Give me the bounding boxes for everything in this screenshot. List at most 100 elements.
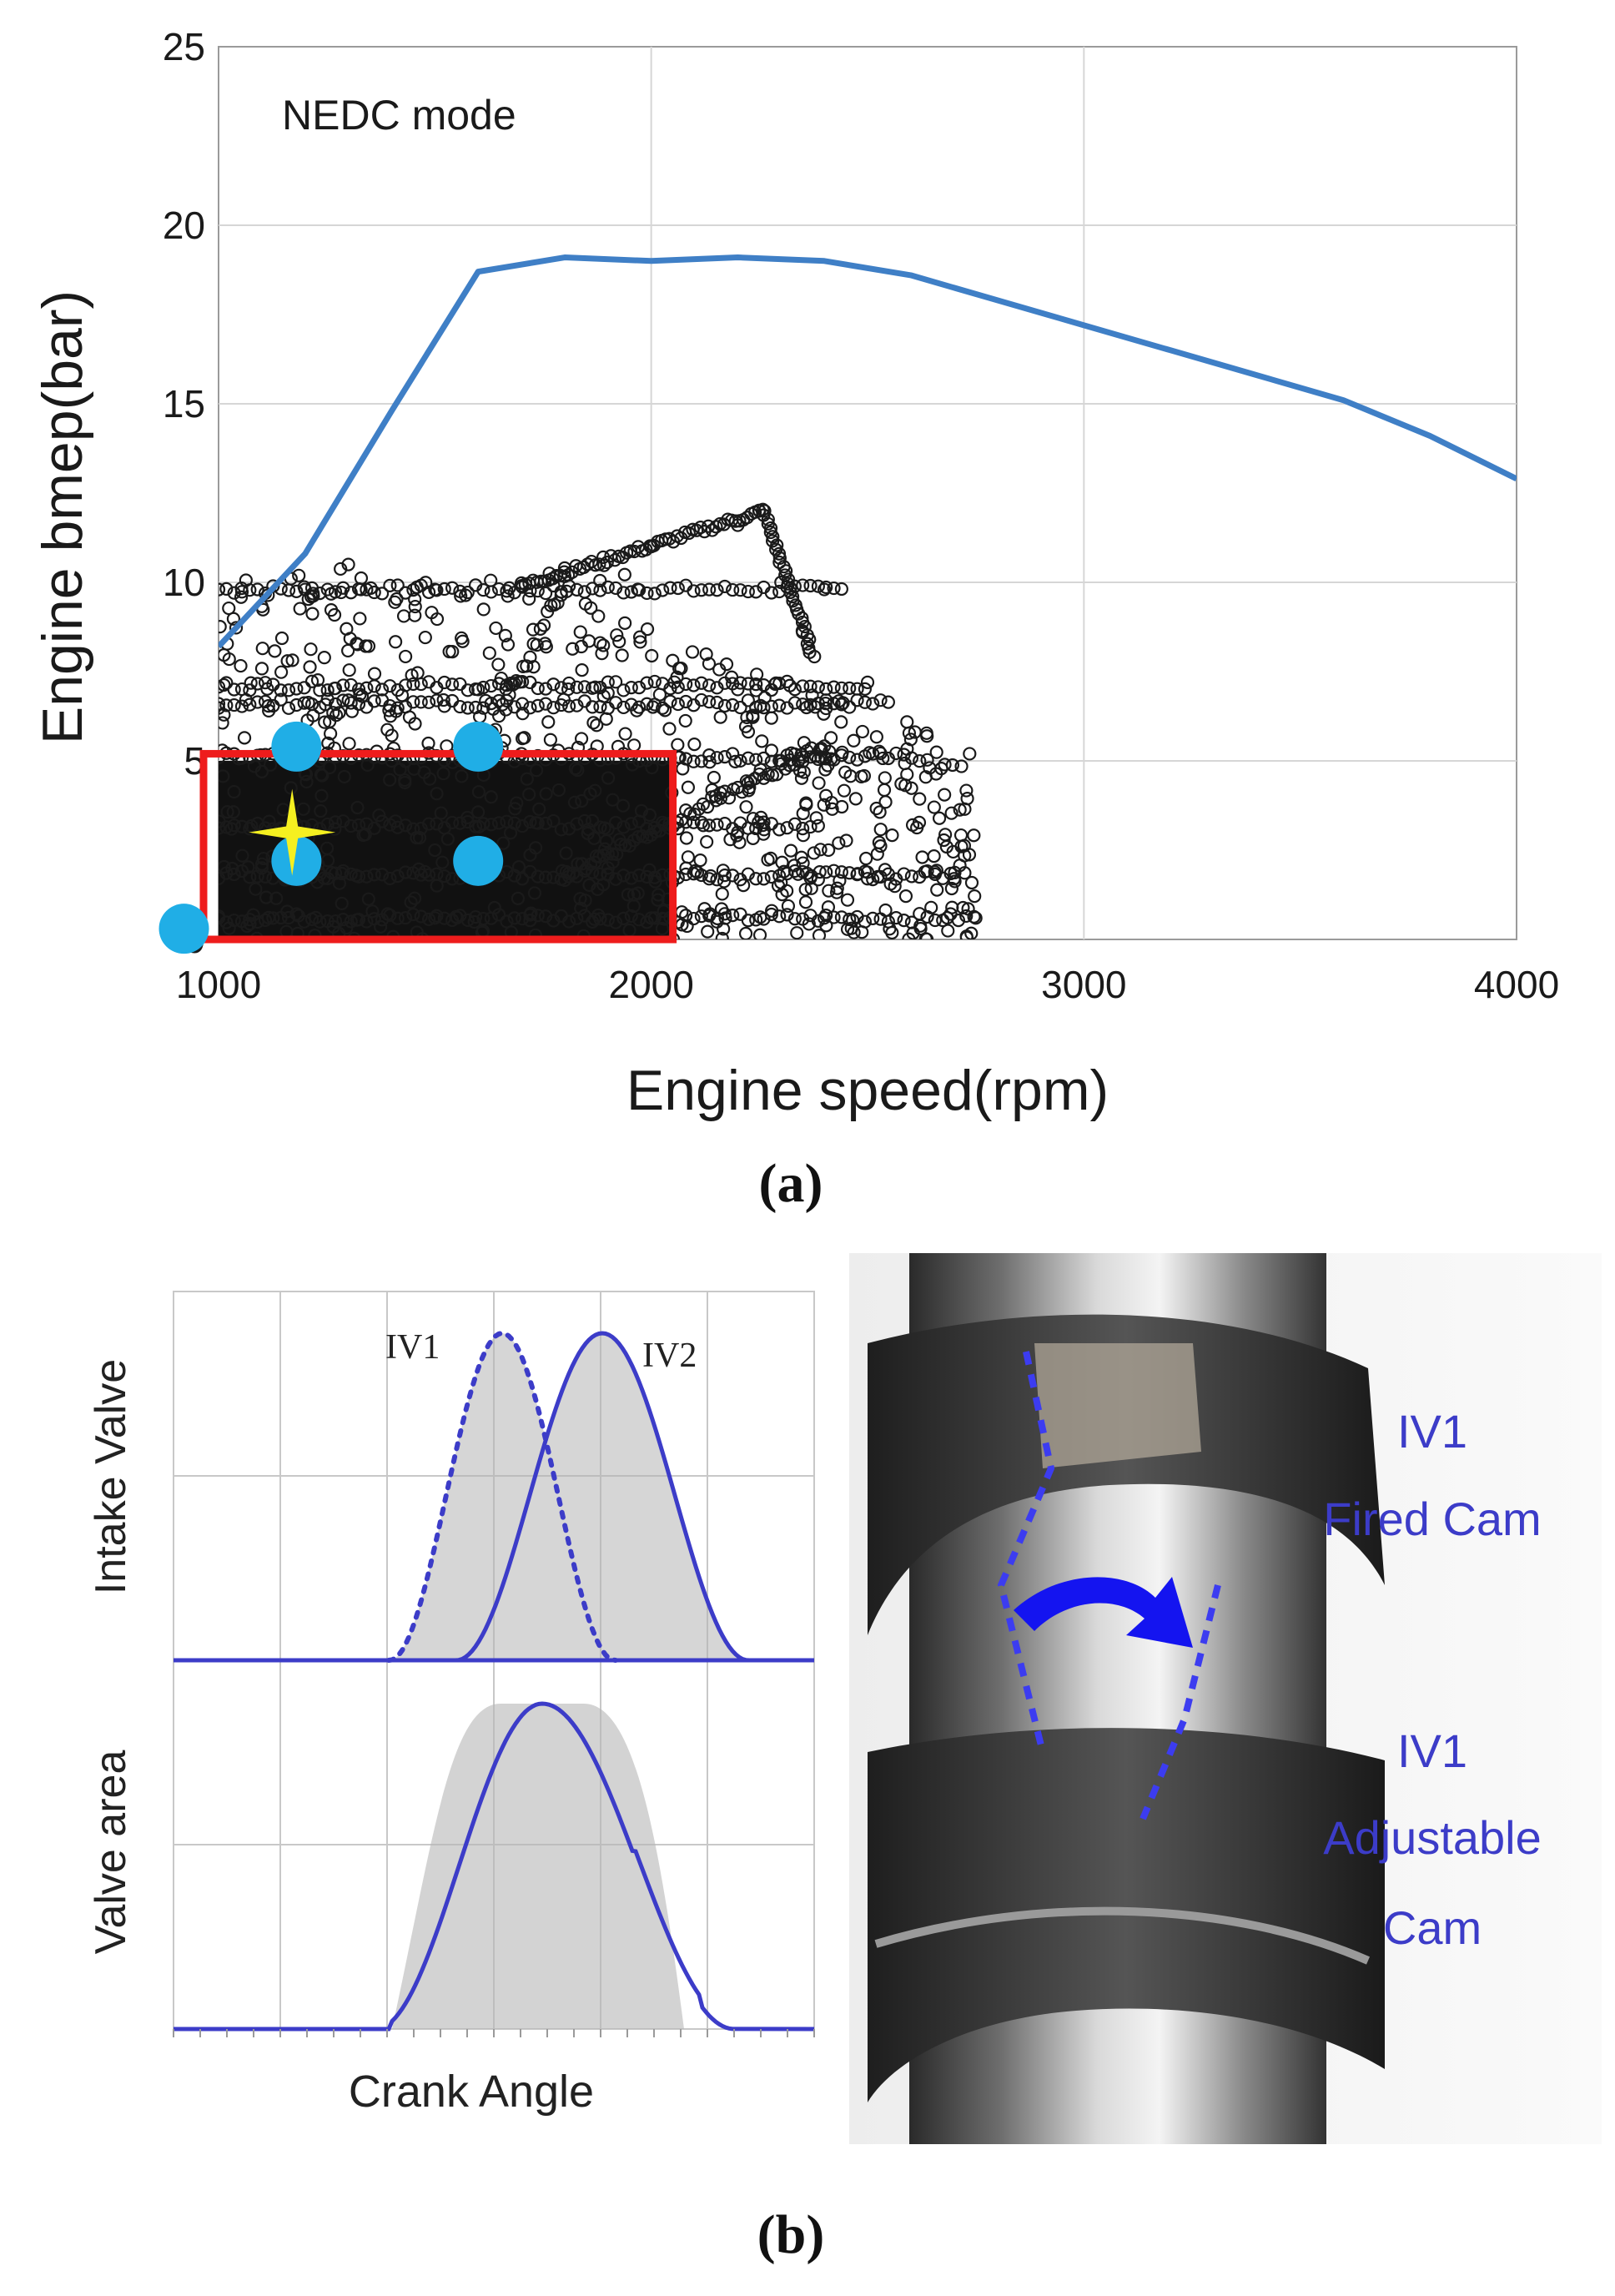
data-point	[764, 743, 778, 758]
data-point	[437, 869, 451, 884]
data-point	[421, 817, 436, 831]
data-point	[772, 698, 787, 712]
data-point	[731, 518, 745, 532]
data-point	[688, 864, 702, 879]
data-point	[226, 805, 240, 819]
data-point	[843, 866, 857, 880]
data-point	[360, 869, 374, 884]
data-point	[787, 912, 802, 926]
data-point	[749, 872, 763, 886]
data-point	[428, 911, 442, 925]
data-point	[824, 752, 838, 766]
data-point	[336, 913, 350, 927]
data-point	[805, 688, 819, 702]
data-point	[304, 642, 318, 657]
data-point	[819, 909, 833, 923]
data-point	[285, 653, 299, 667]
data-point	[555, 864, 570, 878]
data-point	[634, 803, 649, 818]
data-point	[406, 677, 420, 692]
data-point	[715, 931, 729, 939]
data-point	[567, 795, 582, 809]
data-point	[754, 810, 768, 825]
data-point	[455, 769, 469, 783]
data-point	[511, 860, 526, 874]
data-point	[262, 814, 276, 828]
photo-label-adjustable: Adjustable	[1323, 1811, 1542, 1864]
data-point	[453, 699, 467, 714]
data-point	[227, 818, 241, 833]
data-point	[710, 818, 724, 832]
data-point	[717, 922, 731, 936]
data-point	[809, 811, 823, 825]
data-point	[237, 731, 252, 745]
data-point	[292, 568, 306, 582]
data-point	[313, 914, 327, 929]
y-tick-labels: 0510152025	[163, 25, 205, 961]
data-point	[577, 813, 591, 828]
data-point	[832, 836, 846, 850]
data-point	[367, 667, 382, 681]
data-point	[964, 875, 979, 890]
operating-point	[271, 835, 322, 886]
data-point	[819, 788, 833, 803]
data-point	[959, 783, 974, 798]
data-point	[753, 910, 767, 924]
data-point	[959, 930, 974, 939]
data-point	[382, 703, 396, 718]
data-point	[266, 911, 280, 925]
data-point	[219, 620, 227, 634]
data-point	[306, 708, 320, 723]
data-point	[241, 860, 255, 874]
data-point	[258, 676, 273, 690]
data-point	[539, 787, 553, 801]
data-point	[336, 693, 350, 707]
data-point	[351, 682, 366, 697]
photo-label-iv1-bottom: IV1	[1397, 1725, 1467, 1777]
data-point	[687, 738, 702, 752]
data-point	[913, 792, 927, 806]
data-point	[435, 855, 450, 869]
data-point	[219, 698, 234, 712]
data-point	[753, 763, 767, 777]
data-point	[512, 675, 527, 689]
data-point	[840, 893, 855, 907]
data-point	[640, 622, 655, 637]
data-point	[365, 904, 380, 919]
data-point	[607, 553, 622, 567]
data-point	[310, 875, 325, 889]
data-point	[500, 864, 514, 879]
data-point	[855, 724, 869, 739]
data-point	[511, 891, 526, 905]
data-point	[450, 910, 465, 924]
data-point	[224, 822, 239, 836]
data-point	[624, 817, 638, 831]
data-point	[398, 865, 413, 879]
data-point	[609, 915, 623, 929]
data-point	[873, 823, 888, 837]
data-point	[274, 683, 288, 697]
data-point	[219, 582, 234, 597]
data-point	[239, 573, 253, 587]
data-point	[835, 799, 849, 814]
data-point	[227, 697, 241, 712]
data-point	[791, 754, 806, 768]
y-axis-label-lower: Valve area	[87, 1750, 135, 1955]
data-point	[472, 819, 486, 833]
data-point	[790, 926, 804, 939]
data-point	[342, 663, 356, 677]
data-point	[281, 701, 296, 715]
data-point	[263, 758, 278, 772]
data-point	[618, 727, 632, 741]
data-point	[749, 677, 763, 692]
data-point	[408, 717, 422, 731]
data-point	[562, 914, 576, 929]
data-point	[713, 710, 727, 724]
y-tick-label: 20	[163, 204, 205, 247]
data-point	[730, 828, 744, 843]
data-point	[626, 888, 641, 902]
data-point	[507, 911, 521, 925]
data-point	[258, 869, 273, 884]
data-point	[353, 612, 367, 626]
